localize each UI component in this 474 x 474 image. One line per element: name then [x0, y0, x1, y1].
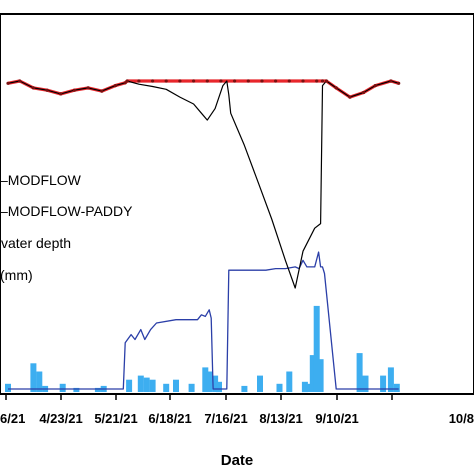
rainfall-bar: [149, 379, 156, 392]
x-tick-label: 4/23/21: [39, 411, 82, 426]
rainfall-bar: [216, 381, 222, 393]
modflow-line: [7, 80, 399, 289]
modflow-paddy-point: [6, 81, 10, 85]
legend-label-water-depth: vater depth: [1, 235, 71, 251]
rainfall-bar: [313, 305, 320, 392]
legend: –MODFLOW –MODFLOW-PADDY vater depth (mm): [0, 172, 133, 283]
rainfall-bar: [173, 379, 179, 392]
modflow-paddy-point: [113, 84, 117, 88]
modflow-paddy-point: [274, 79, 278, 83]
rainfall-bar: [137, 375, 144, 392]
modflow-paddy-point: [260, 79, 264, 83]
modflow-paddy-point: [219, 79, 223, 83]
plot-frame: [0, 13, 474, 395]
modflow-paddy-point: [287, 79, 291, 83]
modflow-paddy-point: [178, 79, 182, 83]
rainfall-bar: [143, 377, 150, 392]
modflow-paddy-point: [301, 79, 305, 83]
rainfall-bar: [241, 385, 248, 392]
x-axis-ticks: 6/21 4/23/21 5/21/21 6/18/21 7/16/21 8/13/21 9…: [0, 394, 474, 426]
x-tick-label: 6/18/21: [148, 411, 191, 426]
rainfall-bar: [202, 367, 209, 392]
legend-label-unit: (mm): [0, 267, 33, 283]
rainfall-bar: [5, 383, 11, 392]
modflow-paddy-point: [389, 79, 393, 83]
modflow-paddy-point: [192, 79, 196, 83]
modflow-paddy-point: [362, 90, 366, 95]
modflow-paddy-point: [151, 79, 155, 83]
rainfall-bar: [257, 375, 263, 392]
modflow-paddy-point: [397, 81, 401, 85]
rainfall-bar: [30, 363, 37, 392]
modflow-paddy-point: [320, 79, 325, 83]
modflow-paddy-point: [125, 79, 129, 83]
x-tick-label: 6/21: [0, 411, 25, 426]
rainfall-bar: [362, 375, 369, 392]
rainfall-bar: [356, 353, 363, 392]
modflow-paddy-point: [373, 84, 377, 88]
rainfall-bar: [305, 383, 312, 392]
rainfall-bar: [163, 383, 170, 392]
rainfall-bar: [212, 375, 219, 392]
x-tick-label: 9/10/21: [315, 411, 358, 426]
modflow-paddy-point: [233, 79, 237, 83]
modflow-paddy-point: [137, 79, 141, 83]
modflow-paddy-line: [7, 79, 400, 99]
x-tick-label: 7/16/21: [204, 411, 247, 426]
water-depth-line: [8, 251, 399, 390]
rainfall-bar: [36, 371, 43, 392]
modflow-paddy-point: [72, 88, 76, 92]
modflow-paddy-point: [324, 79, 328, 83]
rainfall-bar: [276, 383, 283, 392]
modflow-paddy-point: [45, 88, 49, 92]
rainfall-bar: [188, 383, 195, 392]
x-axis-title: Date: [221, 452, 254, 469]
series-lines: [6, 79, 401, 390]
rainfall-bar: [393, 383, 400, 392]
modflow-paddy-point: [205, 79, 209, 83]
modflow-paddy-point: [86, 86, 90, 90]
modflow-paddy-point: [246, 79, 250, 83]
modflow-paddy-point: [18, 79, 22, 83]
rainfall-bar: [59, 383, 66, 392]
x-tick-label: 10/8: [449, 411, 474, 426]
rainfall-bar: [94, 387, 101, 392]
rainfall-bar: [301, 381, 308, 393]
rainfall-bar: [309, 355, 316, 392]
rainfall-bar: [380, 375, 387, 392]
rainfall-bar: [126, 379, 133, 392]
modflow-paddy-point: [315, 79, 319, 83]
modflow-paddy-point: [164, 79, 168, 83]
modflow-paddy-point: [59, 92, 63, 96]
x-tick-label: 5/21/21: [94, 411, 137, 426]
modflow-paddy-point: [348, 95, 352, 99]
legend-label-modflow-paddy: –MODFLOW-PADDY: [0, 203, 133, 219]
rainfall-bar: [286, 371, 293, 392]
rainfall-bar: [317, 359, 324, 392]
legend-label-modflow: –MODFLOW: [0, 172, 82, 188]
x-tick-label: 8/13/21: [259, 411, 302, 426]
rainfall-bars: [5, 305, 400, 393]
modflow-paddy-point: [334, 86, 338, 90]
modflow-paddy-point: [31, 86, 35, 90]
rainfall-bar: [73, 387, 80, 392]
modflow-paddy-point: [100, 89, 104, 93]
rainfall-bar: [387, 367, 394, 392]
rainfall-bar: [206, 371, 213, 392]
